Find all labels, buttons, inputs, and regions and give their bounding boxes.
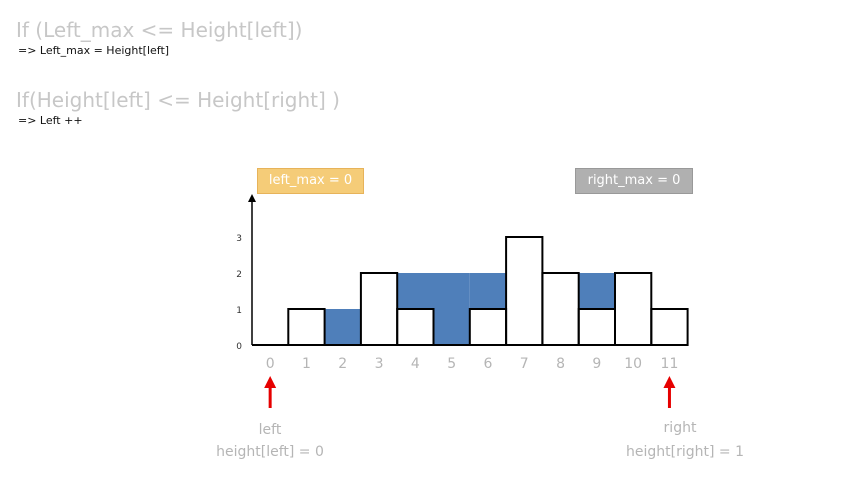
x-tick-label: 0 [266,356,275,372]
water-layer [324,273,615,345]
water-cell [433,273,470,345]
right-pointer-value: height[right] = 1 [626,444,744,460]
left-max-badge: left_max = 0 [257,168,364,194]
x-tick-label: 2 [338,356,347,372]
y-tick-label: 3 [236,234,242,244]
left-pointer-arrow [264,376,277,408]
y-tick-label: 2 [236,270,242,280]
elevation-bar [505,236,544,346]
x-tick-label: 5 [447,356,456,372]
water-cell [397,273,434,309]
x-tick-label: 7 [520,356,529,372]
elevation-bar [468,308,508,346]
elevation-bar [650,308,689,346]
x-tick-label: 9 [592,356,601,372]
axis-layer [248,194,688,346]
condition-1-title: If (Left_max <= Height[left]) [16,18,303,42]
x-tick-label: 10 [624,356,642,372]
condition-1-action: => Left_max = Height[left] [18,44,170,57]
x-tick-label: 3 [375,356,384,372]
elevation-bar [577,308,617,346]
right-max-badge: right_max = 0 [575,168,693,194]
x-tick-label: 8 [556,356,565,372]
right-pointer-arrow [663,376,676,408]
elevation-bar [396,308,435,346]
elevation-bar [541,272,580,346]
arrow-head [663,376,676,388]
tick-layer: 0 1 2 3 0 1 2 3 4 5 6 7 8 9 10 11 [236,234,678,372]
water-cell [324,309,361,345]
elevation-bar [359,272,399,346]
x-tick-label: 6 [483,356,492,372]
arrow-head [264,376,277,388]
left-pointer-label: left [258,422,282,438]
condition-2-title: If(Height[left] <= Height[right] ) [16,88,340,112]
arrow-layer [264,376,676,408]
right-pointer-label: right [663,420,697,436]
y-axis-arrowhead [248,194,256,202]
water-cell [578,273,615,309]
left-pointer-value: height[left] = 0 [216,444,324,460]
y-tick-label: 0 [236,342,242,352]
x-tick-label: 4 [411,356,420,372]
elevation-bar [287,308,326,346]
y-tick-label: 1 [236,306,242,316]
water-cell [469,273,507,309]
x-tick-label: 1 [302,356,311,372]
condition-2-action: => Left ++ [18,114,83,127]
elevation-bar [614,272,653,346]
x-tick-label: 11 [661,356,679,372]
